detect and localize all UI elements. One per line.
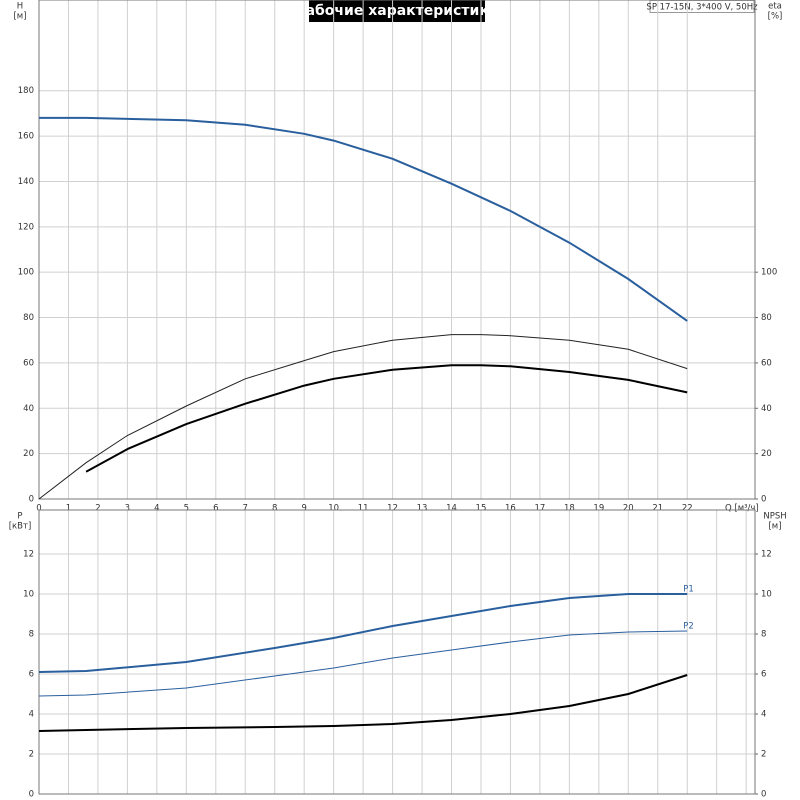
x-tick-label: 4 <box>154 504 159 514</box>
y-tick-label: 80 <box>23 313 34 323</box>
y-tick-label: 8 <box>29 630 34 640</box>
x-tick-label: 9 <box>301 504 306 514</box>
y-tick-label: 180 <box>18 86 34 96</box>
series-label: P1 <box>683 585 694 595</box>
y2-tick-label: 40 <box>761 404 772 414</box>
y2-tick-label: 10 <box>761 590 772 600</box>
y-tick-label: 140 <box>18 177 34 187</box>
y-tick-label: 6 <box>29 670 34 680</box>
x-tick-label: 1 <box>66 504 71 514</box>
x-tick-label: 22 <box>682 504 693 514</box>
x-tick-label: 0 <box>36 504 41 514</box>
x-tick-label: 11 <box>358 504 369 514</box>
y-tick-label: 20 <box>23 449 34 459</box>
y2-tick-label: 0 <box>761 790 766 800</box>
x-tick-label: 18 <box>564 504 575 514</box>
series-line <box>85 364 688 473</box>
y2-tick-label: 8 <box>761 630 766 640</box>
y2-tick-label: 2 <box>761 750 766 760</box>
x-tick-label: 10 <box>328 504 339 514</box>
y-axis-label: H <box>17 2 23 12</box>
y2-axis-unit: [м] <box>768 522 781 532</box>
y-tick-label: 12 <box>23 550 34 560</box>
x-tick-label: 21 <box>652 504 663 514</box>
y-tick-label: 4 <box>29 710 34 720</box>
x-tick-label: 3 <box>125 504 130 514</box>
series-label: P2 <box>683 622 694 632</box>
y-tick-label: 0 <box>29 790 34 800</box>
y-tick-label: 100 <box>18 268 34 278</box>
y2-axis-label: eta <box>768 2 782 12</box>
y2-tick-label: 80 <box>761 313 772 323</box>
x-tick-label: 8 <box>272 504 277 514</box>
plot-frame <box>38 509 756 795</box>
x-axis-label: Q [м³/ч] <box>725 504 759 514</box>
x-tick-label: 14 <box>446 504 457 514</box>
y-tick-label: 60 <box>23 358 34 368</box>
x-tick-label: 17 <box>534 504 545 514</box>
y-tick-label: 120 <box>18 222 34 232</box>
series-line <box>38 630 688 697</box>
x-tick-label: 2 <box>95 504 100 514</box>
y-tick-label: 0 <box>29 495 34 505</box>
series-line <box>38 334 688 500</box>
x-tick-label: 15 <box>476 504 487 514</box>
plot-frame <box>38 0 756 500</box>
chart-title: Рабочие характеристики <box>295 3 498 19</box>
y2-tick-label: 100 <box>761 268 777 278</box>
series-line <box>39 116 688 322</box>
series-line <box>38 593 688 673</box>
y2-tick-label: 4 <box>761 710 766 720</box>
y-axis-label: P <box>17 512 22 522</box>
x-tick-label: 19 <box>593 504 604 514</box>
x-tick-label: 20 <box>623 504 634 514</box>
x-tick-label: 12 <box>387 504 398 514</box>
y-axis-unit: [кВт] <box>9 522 32 532</box>
y-tick-label: 160 <box>18 132 34 142</box>
y2-axis-label: NPSH <box>763 512 786 522</box>
y2-tick-label: 12 <box>761 550 772 560</box>
series-line <box>38 674 688 732</box>
x-tick-label: 7 <box>243 504 248 514</box>
y-axis-unit: [м] <box>13 12 26 22</box>
x-tick-label: 6 <box>213 504 218 514</box>
model-label: SP 17-15N, 3*400 V, 50Hz <box>646 3 758 13</box>
y2-tick-label: 6 <box>761 670 766 680</box>
x-tick-label: 5 <box>184 504 189 514</box>
x-tick-label: 13 <box>417 504 428 514</box>
y2-tick-label: 60 <box>761 358 772 368</box>
title-box <box>309 0 485 22</box>
y-tick-label: 40 <box>23 404 34 414</box>
y2-tick-label: 20 <box>761 449 772 459</box>
y2-axis-unit: [%] <box>768 12 783 22</box>
y-tick-label: 2 <box>29 750 34 760</box>
y-tick-label: 10 <box>23 590 34 600</box>
y2-tick-label: 0 <box>761 495 766 505</box>
x-tick-label: 16 <box>505 504 516 514</box>
